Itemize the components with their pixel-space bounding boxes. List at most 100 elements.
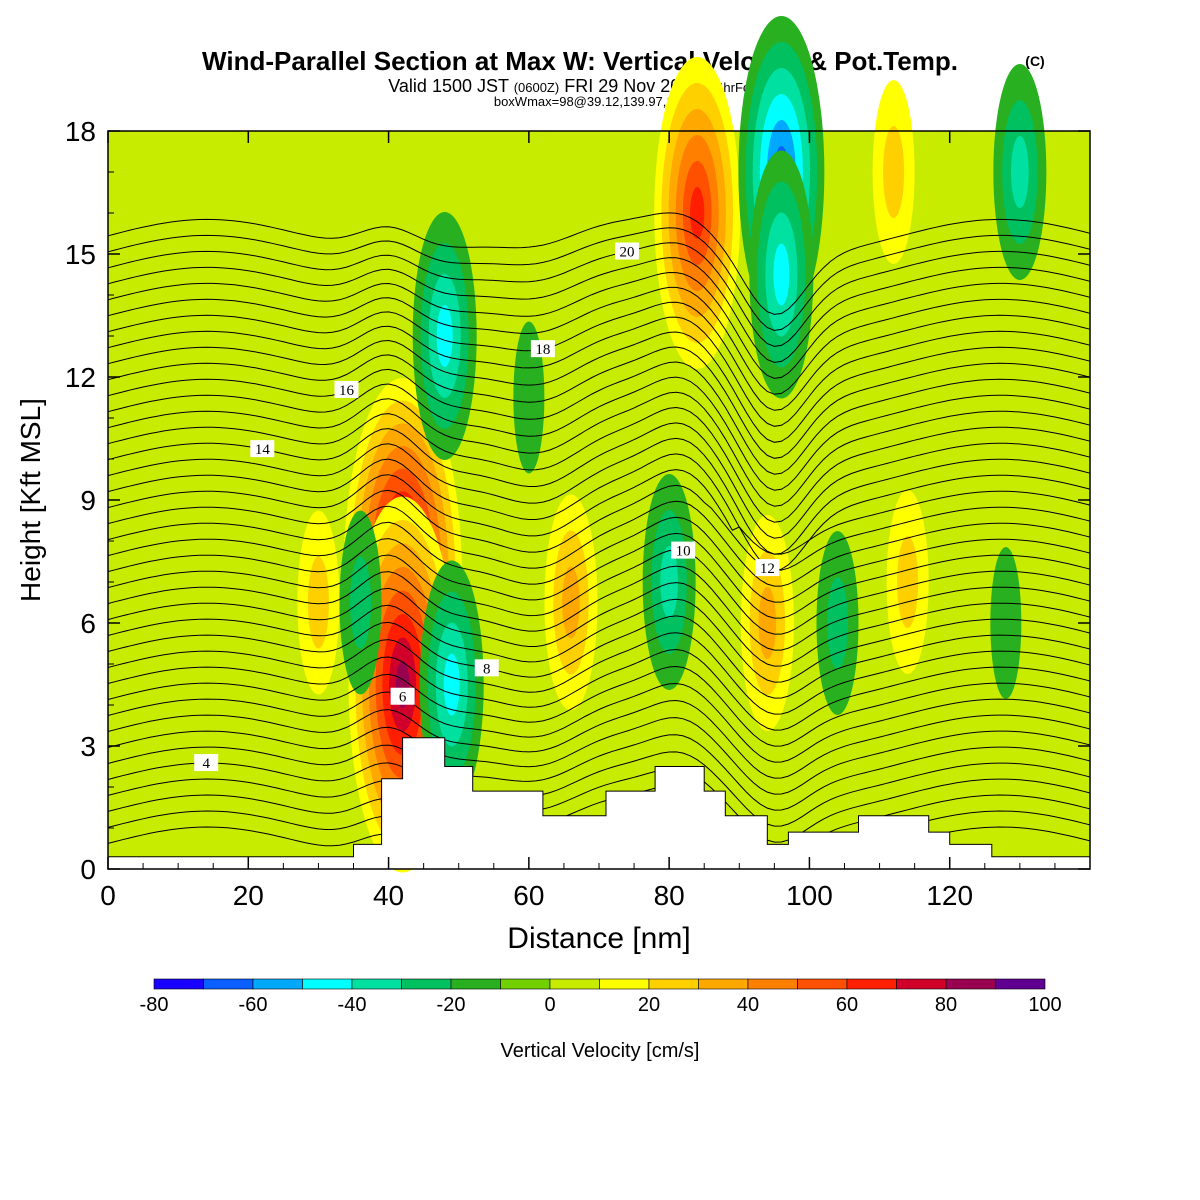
theta-isentrope <box>107 484 1091 571</box>
velocity-cell <box>872 80 915 264</box>
theta-isentrope <box>107 768 1091 843</box>
chart-title: Wind-Parallel Section at Max W: Vertical… <box>202 46 958 76</box>
y-tick-label: 15 <box>65 239 96 270</box>
theta-label: 4 <box>194 754 219 772</box>
theta-isentrope <box>107 257 1091 363</box>
velocity-cell <box>990 547 1022 699</box>
theta-label-box <box>194 754 219 772</box>
colorbar-swatch <box>945 978 996 990</box>
copyright-mark: (C) <box>1025 53 1044 69</box>
velocity-cell <box>816 531 859 715</box>
theta-isentrope <box>107 316 1091 427</box>
theta-isentrope <box>107 699 1091 779</box>
theta-label-text: 16 <box>339 383 355 399</box>
y-tick-label: 0 <box>80 854 96 885</box>
colorbar-tick-label: -40 <box>338 994 367 1016</box>
theta-label-box <box>250 440 275 458</box>
theta-label: 16 <box>334 380 359 399</box>
x-tick-label: 60 <box>513 880 544 911</box>
x-tick-label: 40 <box>373 880 404 911</box>
axes: 0 20 40 60 80 100 120 0 3 6 9 12 15 18 <box>65 116 1090 911</box>
colorbar-swatch <box>995 978 1046 990</box>
colorbar-tick-label: 80 <box>935 994 957 1016</box>
theta-isentrope <box>107 565 1091 651</box>
theta-label-text: 12 <box>760 561 775 577</box>
theta-isentrope <box>107 376 1091 491</box>
theta-label-box <box>615 242 640 260</box>
x-axis-label: Distance [nm] <box>507 922 690 955</box>
colorbar-swatch <box>450 978 501 990</box>
velocity-contour-band <box>350 556 372 649</box>
theta-label-text: 18 <box>535 342 550 358</box>
velocity-contour-band <box>897 536 919 628</box>
velocity-cell <box>886 490 929 674</box>
colorbar-swatch <box>599 978 650 990</box>
colorbar-swatch <box>153 978 204 990</box>
velocity-contour-band <box>990 547 1022 699</box>
colorbar-label: Vertical Velocity [cm/s] <box>501 1040 700 1062</box>
colorbar-tick-label: -60 <box>239 994 268 1016</box>
theta-isentrope <box>107 598 1091 683</box>
theta-label: 20 <box>615 242 640 261</box>
theta-isentrope <box>107 453 1091 571</box>
theta-isentrope <box>107 286 1091 395</box>
velocity-contour-band <box>773 243 790 306</box>
theta-isentrope <box>107 615 1091 699</box>
velocity-contour-band <box>690 187 705 239</box>
colorbar: -80 -60 -40 -20 0 20 40 60 80 100 <box>140 978 1062 1016</box>
theta-label-text: 20 <box>620 245 635 261</box>
theta-label: 10 <box>671 541 696 560</box>
theta-isentrope <box>107 632 1091 715</box>
colorbar-swatch <box>648 978 699 990</box>
theta-label-box <box>334 380 359 398</box>
valid-zulu: (0600Z) <box>514 80 560 95</box>
theta-isentrope <box>107 242 1091 347</box>
theta-isentrope <box>107 469 1091 555</box>
velocity-cell <box>412 212 477 460</box>
theta-label-text: 6 <box>399 690 407 706</box>
velocity-contour-band <box>436 305 453 367</box>
theta-label: 6 <box>390 687 415 706</box>
velocity-contour-band <box>883 126 905 218</box>
velocity-contour-band <box>443 653 460 716</box>
velocity-cell <box>339 510 382 695</box>
colorbar-swatch <box>797 978 848 990</box>
theta-isentrope <box>107 391 1091 507</box>
terrain <box>107 737 1091 870</box>
velocity-contour-band <box>562 566 580 639</box>
colorbar-swatch <box>698 978 749 990</box>
velocity-contour-band <box>307 556 329 649</box>
theta-isentrope <box>107 346 1091 459</box>
theta-label: 8 <box>474 659 499 677</box>
velocity-contour-band <box>1011 136 1029 208</box>
theta-isentrope <box>107 682 1091 763</box>
velocity-cell <box>749 150 814 399</box>
theta-isentrope <box>107 734 1091 811</box>
theta-label-text: 8 <box>483 661 491 677</box>
velocity-contour-band <box>826 577 848 669</box>
theta-contours <box>107 212 1091 870</box>
colorbar-swatch <box>549 978 600 990</box>
theta-label-text: 10 <box>676 544 691 560</box>
colorbar-swatch <box>401 978 452 990</box>
velocity-cell <box>993 64 1047 280</box>
x-tick-label: 100 <box>786 880 833 911</box>
theta-isentrope <box>107 271 1091 379</box>
colorbar-swatch <box>351 978 402 990</box>
theta-isentrope <box>107 785 1091 859</box>
y-tick-label: 12 <box>65 362 96 393</box>
velocity-contour-band <box>758 587 777 659</box>
theta-isentrope <box>107 361 1091 475</box>
theta-label-box <box>755 559 780 577</box>
theta-isentrope <box>107 516 1091 603</box>
theta-label-box <box>474 659 499 677</box>
colorbar-swatch <box>846 978 897 990</box>
theta-isentrope <box>107 582 1091 667</box>
colorbar-swatch <box>302 978 353 990</box>
theta-isentrope <box>107 437 1091 555</box>
y-tick-label: 3 <box>80 731 96 762</box>
theta-label: 14 <box>250 440 275 458</box>
x-tick-label: 0 <box>100 880 116 911</box>
y-axis-label: Height [Kft MSL] <box>15 398 46 602</box>
colorbar-swatch <box>747 978 798 990</box>
